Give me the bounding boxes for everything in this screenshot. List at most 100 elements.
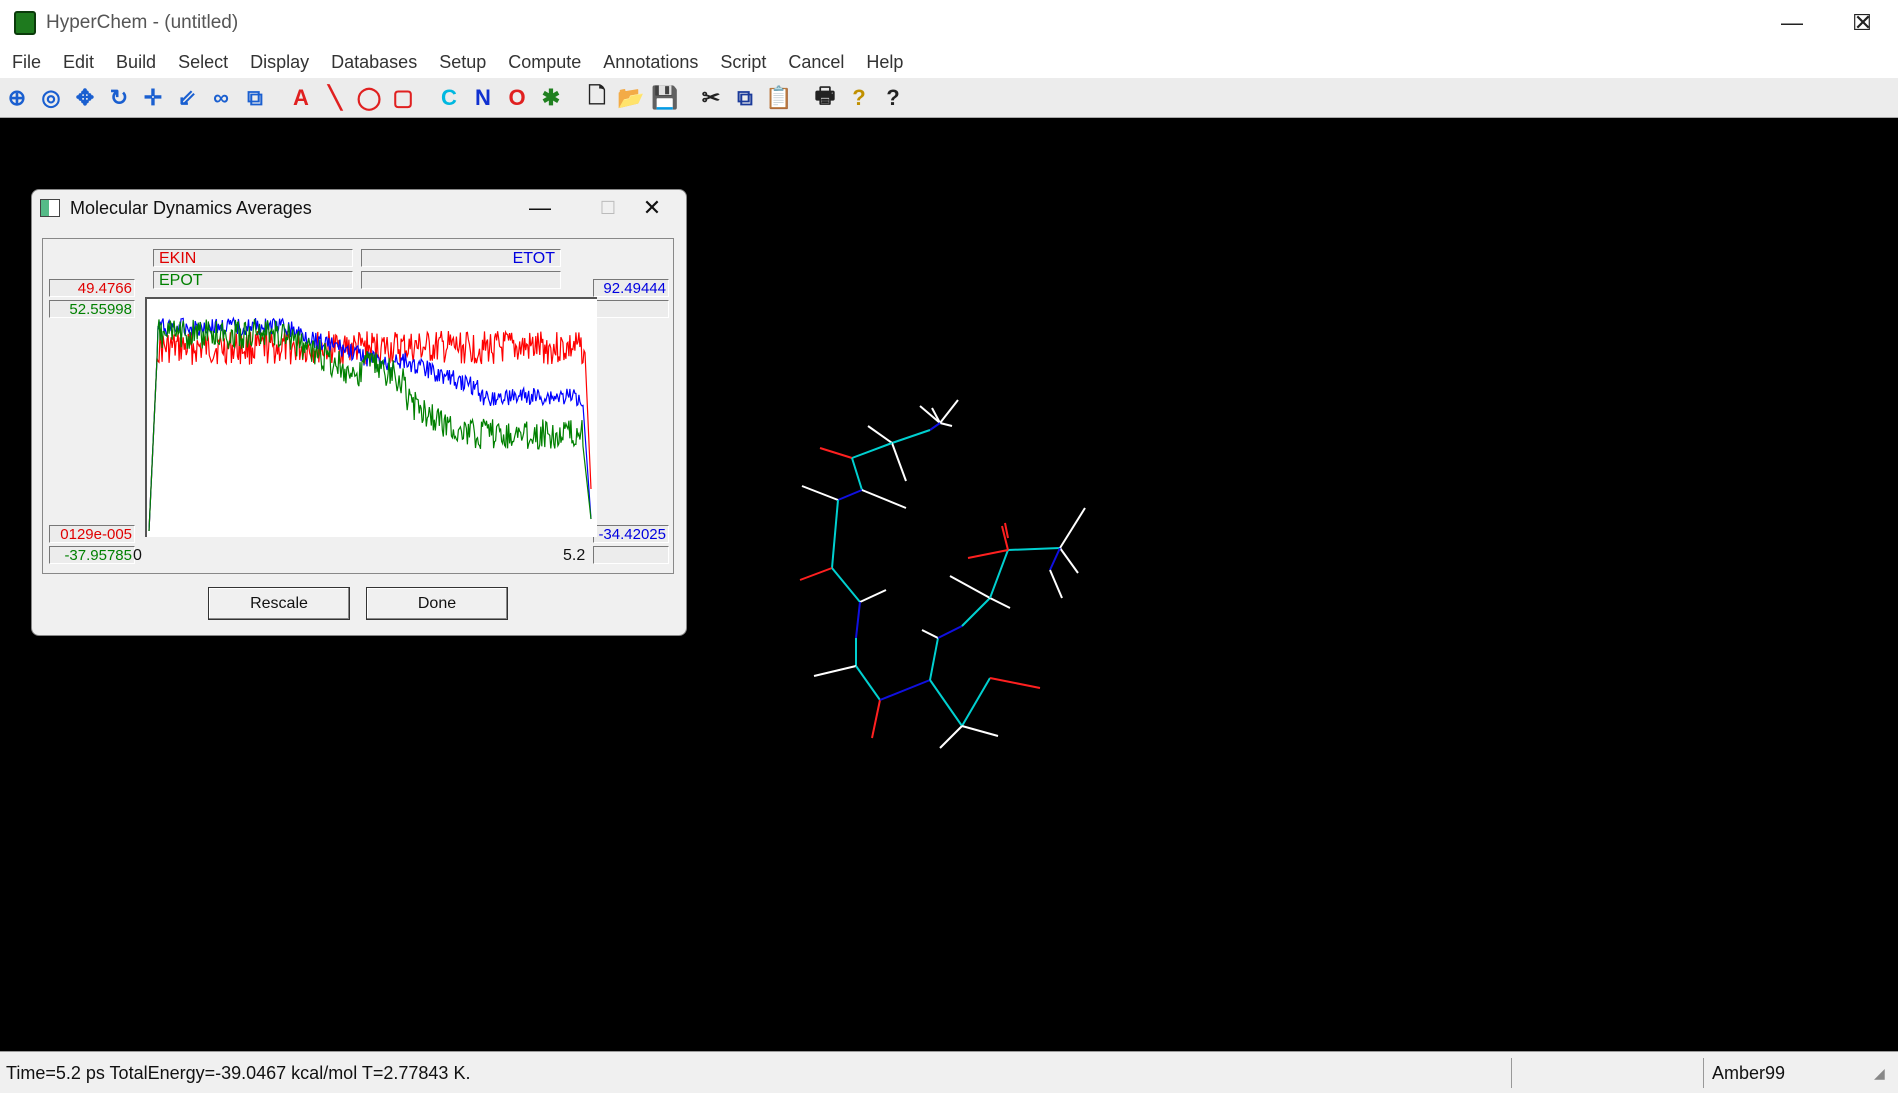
- epot-max-value: 52.55998: [49, 300, 135, 318]
- legend-ekin: EKIN: [153, 249, 353, 267]
- bond: [867, 425, 893, 444]
- bond: [891, 429, 931, 444]
- bond: [961, 725, 999, 737]
- done-button[interactable]: Done: [366, 587, 508, 620]
- menu-compute[interactable]: Compute: [508, 51, 582, 72]
- molecule-view[interactable]: [0, 118, 1898, 1051]
- menu-annotations[interactable]: Annotations: [603, 51, 699, 72]
- menu-databases[interactable]: Databases: [331, 51, 418, 72]
- resize-grip-icon[interactable]: ◢: [1874, 1065, 1885, 1081]
- energy-plot: [148, 316, 592, 532]
- series-epot: [148, 319, 592, 532]
- menu-build[interactable]: Build: [116, 51, 157, 72]
- bond: [831, 567, 861, 603]
- menu-setup[interactable]: Setup: [439, 51, 487, 72]
- bond: [801, 485, 839, 501]
- menu-cancel[interactable]: Cancel: [788, 51, 845, 72]
- etot-min-value: -34.42025: [593, 525, 669, 543]
- energy-plot-area: [145, 297, 597, 537]
- plot-frame: EKIN ETOT EPOT 49.4766 52.55998 0129e-00…: [42, 238, 674, 574]
- status-bar: Time=5.2 ps TotalEnergy=-39.0467 kcal/mo…: [0, 1051, 1898, 1093]
- bond: [1059, 547, 1079, 574]
- dialog-maximize-disabled-icon: ☐: [599, 197, 617, 218]
- etot-max-value: 92.49444: [593, 279, 669, 297]
- legend-empty: [361, 271, 561, 289]
- bond: [1059, 507, 1086, 549]
- menu-edit[interactable]: Edit: [63, 51, 95, 72]
- text-annotation-icon[interactable]: A: [293, 84, 309, 110]
- bond: [879, 679, 931, 701]
- rotate-xy-icon[interactable]: ✥: [75, 84, 95, 110]
- dialog-title-bar: Molecular Dynamics Averages — ☐ ✕: [32, 190, 686, 226]
- x-axis-max-label: 5.2: [563, 547, 586, 564]
- bond: [919, 405, 941, 424]
- oxygen-element-icon[interactable]: O: [508, 84, 526, 110]
- bond: [929, 637, 939, 681]
- copy-icon[interactable]: ⧉: [737, 84, 753, 110]
- rescale-button[interactable]: Rescale: [208, 587, 350, 620]
- bond: [813, 665, 857, 677]
- carbon-element-icon[interactable]: C: [441, 84, 457, 110]
- status-forcefield: Amber99: [1712, 1063, 1786, 1083]
- context-help-icon[interactable]: ?: [886, 84, 900, 110]
- bond: [855, 601, 861, 639]
- series-ekin: [148, 329, 592, 532]
- bond: [961, 597, 991, 627]
- bond: [1007, 547, 1061, 551]
- bond: [871, 699, 881, 739]
- ellipse-annotation-icon[interactable]: ◯: [356, 84, 382, 110]
- maximize-icon[interactable]: ☐: [1852, 10, 1872, 35]
- bond: [939, 399, 959, 424]
- open-file-icon[interactable]: 📂: [617, 84, 645, 110]
- molecule-workspace[interactable]: Molecular Dynamics Averages — ☐ ✕ EKIN E…: [0, 118, 1898, 1051]
- bond: [921, 629, 939, 639]
- periodic-table-icon[interactable]: ✱: [541, 84, 561, 110]
- print-icon[interactable]: 🖶: [814, 82, 836, 108]
- dialog-app-icon: [40, 199, 60, 217]
- dialog-close-icon[interactable]: ✕: [642, 195, 662, 220]
- help-icon[interactable]: ?: [852, 84, 866, 110]
- cut-icon[interactable]: ✂: [701, 84, 721, 110]
- bond: [949, 575, 991, 599]
- bond: [831, 499, 839, 569]
- hyperchem-app-icon: [14, 11, 36, 35]
- bond: [989, 677, 1041, 689]
- bond: [891, 442, 907, 482]
- bond: [937, 625, 963, 639]
- menu-bar: File Edit Build Select Display Databases…: [0, 46, 1898, 78]
- new-file-icon[interactable]: 🗋: [588, 82, 606, 108]
- nitrogen-element-icon[interactable]: N: [475, 84, 491, 110]
- bond: [1004, 522, 1009, 539]
- bond: [855, 665, 881, 701]
- bond: [929, 422, 941, 431]
- menu-select[interactable]: Select: [178, 51, 229, 72]
- status-message: Time=5.2 ps TotalEnergy=-39.0467 kcal/mo…: [4, 1058, 1512, 1088]
- line-annotation-icon[interactable]: ╲: [328, 84, 342, 110]
- bond: [939, 725, 963, 749]
- bond: [859, 589, 887, 603]
- zoom-icon[interactable]: ∞: [213, 84, 229, 110]
- minimize-icon[interactable]: —: [1781, 10, 1803, 35]
- dialog-minimize-icon[interactable]: —: [529, 195, 551, 220]
- bond: [961, 677, 991, 727]
- window-close-icon[interactable]: ✕: [1853, 10, 1873, 35]
- rectangle-annotation-icon[interactable]: ▢: [392, 84, 414, 110]
- menu-help[interactable]: Help: [866, 51, 904, 72]
- menu-file[interactable]: File: [12, 51, 42, 72]
- menu-script[interactable]: Script: [720, 51, 767, 72]
- save-file-icon[interactable]: 💾: [651, 84, 679, 110]
- bond: [929, 679, 963, 727]
- ekin-max-value: 49.4766: [49, 279, 135, 297]
- translate-xy-icon[interactable]: ✛: [143, 84, 163, 110]
- menu-display[interactable]: Display: [250, 51, 310, 72]
- rotate-z-icon[interactable]: ↻: [109, 84, 129, 110]
- clip-icon[interactable]: ⧉: [247, 84, 263, 110]
- paste-icon[interactable]: 📋: [765, 84, 793, 110]
- right-axis-empty-bottom: [593, 546, 669, 564]
- bond: [939, 422, 953, 427]
- draw-tool-icon[interactable]: ⊕: [7, 84, 27, 110]
- bond: [967, 549, 1009, 559]
- translate-z-icon[interactable]: ⇙: [177, 84, 197, 110]
- select-tool-icon[interactable]: ◎: [41, 84, 61, 110]
- x-axis-min-label: 0: [133, 547, 142, 564]
